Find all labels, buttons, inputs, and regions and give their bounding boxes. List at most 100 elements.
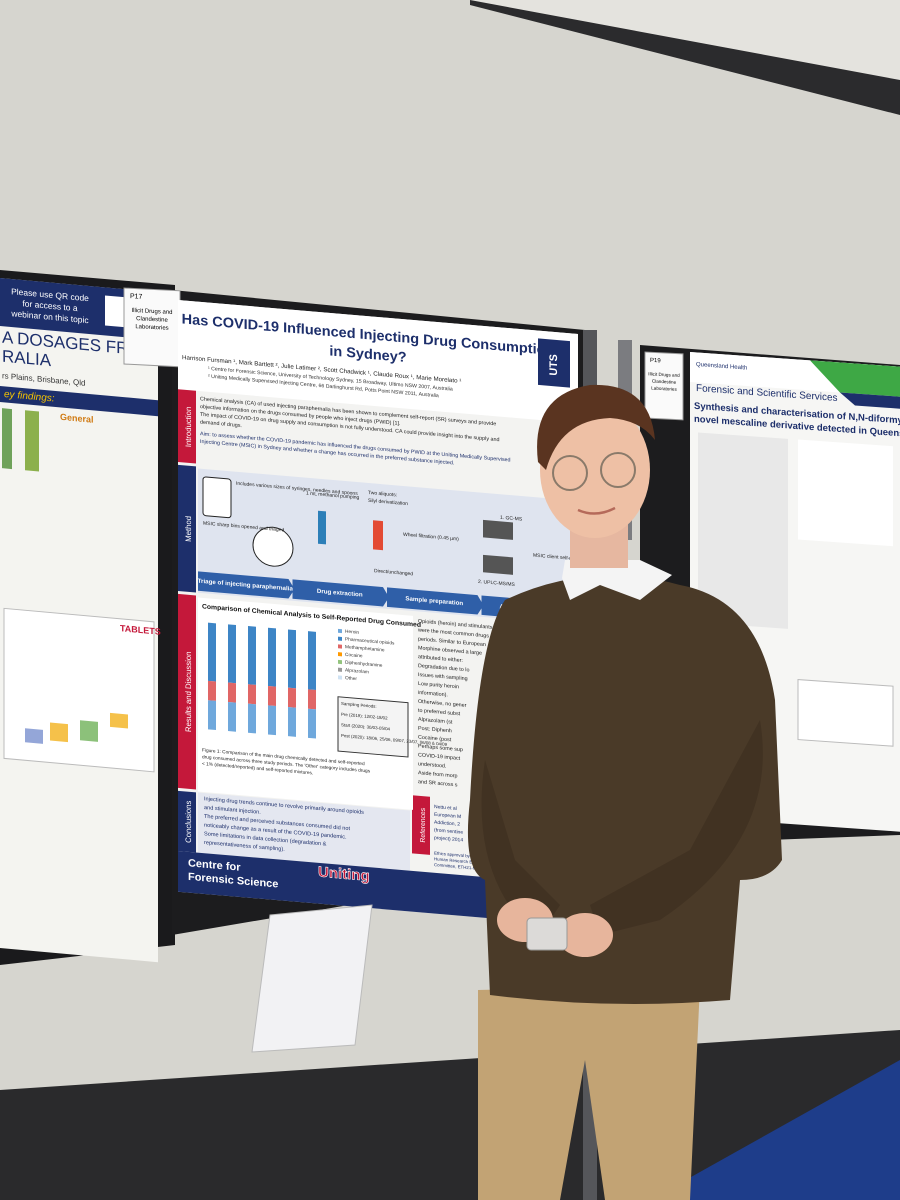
person — [467, 384, 782, 1200]
tag-sheet — [644, 351, 684, 421]
vial-icon — [373, 520, 383, 551]
section-heading: Conclusions — [184, 800, 193, 843]
legend-swatch — [338, 667, 342, 672]
bar-segment — [268, 685, 276, 707]
bar-segment — [308, 631, 316, 691]
tag-note: Illicit Drugs and — [648, 371, 680, 378]
bar-segment — [228, 624, 236, 684]
box — [110, 712, 128, 729]
tag-number: P17 — [130, 293, 143, 301]
text-line: COVID-19 impact — [418, 752, 461, 762]
box — [50, 722, 68, 743]
bar-segment — [228, 701, 236, 732]
method-note: Wheel filtration (0.45 µm) — [403, 532, 459, 543]
footer-logo: Centre for — [188, 857, 241, 873]
text-line: Ethics approval by UTS — [434, 851, 480, 860]
glasses — [600, 452, 636, 488]
legend-swatch — [338, 644, 342, 649]
qr-code — [105, 295, 127, 328]
header-accent — [810, 360, 900, 397]
section-bar — [0, 386, 158, 417]
section-bar — [178, 593, 196, 790]
step-arrow — [387, 587, 484, 615]
section-bar — [178, 464, 196, 593]
method-note: MSIC client self-report — [533, 553, 583, 563]
shirt-collar — [562, 560, 672, 600]
stacked-bars-figure — [208, 622, 316, 739]
text-line: Committee, ETH21-677 — [434, 862, 481, 871]
figure-panel — [698, 432, 788, 629]
method-note: 1 mL methanol pumping — [306, 491, 360, 501]
header: Queensland Health — [696, 362, 747, 372]
figure-bar — [2, 408, 12, 470]
left-poster: Please use QR code for access to a webin… — [0, 278, 161, 963]
step-arrow — [198, 571, 295, 599]
text-line: to preferred subst — [418, 708, 461, 718]
text-line: demand of drugs. — [200, 420, 242, 429]
conclusion-line: and stimulant injection. — [204, 805, 261, 816]
tag-note: Laboratories — [135, 324, 168, 332]
bar-segment — [248, 703, 256, 734]
right-poster: Queensland Health Forensic and Scientifi… — [690, 352, 900, 832]
text-line: Otherwise, no gener — [418, 699, 467, 709]
legend-label: Heroin — [345, 629, 359, 636]
bar-segment — [288, 707, 296, 737]
section-bar — [178, 790, 196, 853]
sleeve — [590, 720, 763, 935]
bar-segment — [208, 622, 216, 682]
header-accent — [840, 392, 900, 409]
legend-label: Cocaine — [345, 652, 363, 659]
footer-logo: Uniting — [318, 865, 370, 885]
handout — [251, 904, 373, 1053]
legend-label: Other — [345, 675, 357, 682]
face — [540, 402, 650, 538]
text-line: information). — [418, 690, 448, 698]
text-line: Cocaine (post — [418, 735, 452, 744]
instrument-icon — [483, 519, 513, 540]
sleeve — [481, 760, 560, 935]
bar-segment — [288, 687, 296, 708]
step-arrow — [292, 579, 389, 607]
logo-text: UTS — [548, 354, 560, 376]
section-heading: References — [420, 807, 427, 843]
box — [25, 728, 43, 744]
step-label: Drug extraction — [317, 588, 363, 599]
text-line: Start (2020): 30/03-05/04 — [341, 722, 391, 731]
center-poster: Has COVID-19 Influenced Injecting Drug C… — [178, 300, 583, 926]
bar-segment — [208, 700, 216, 731]
text-line: understood. — [418, 761, 446, 769]
legend-label: Alprazolam — [345, 667, 369, 675]
syringe-icon — [252, 526, 294, 567]
hand — [557, 913, 613, 957]
text-line: Perhaps some sup — [418, 743, 463, 753]
text-line: Post: Diphenh — [418, 726, 452, 735]
text-line: Sampling Periods: — [341, 701, 377, 709]
mouth — [577, 506, 616, 515]
uts-logo — [538, 338, 570, 388]
method-note: Direct/unchanged — [374, 568, 413, 577]
text-line: attributed to either: — [418, 654, 463, 664]
legend-label: Methamphetamine — [345, 644, 385, 653]
tag-card: P17 Illicit Drugs and Clandestine Labora… — [123, 287, 181, 368]
tag-note: Laboratories — [651, 386, 677, 392]
text-line: were the most common drugs — [418, 627, 489, 639]
step-label: Sample preparation — [405, 595, 463, 607]
section-heading: Method — [184, 516, 193, 543]
legend-swatch — [338, 628, 342, 634]
text-line: Nettu et al — [434, 804, 457, 812]
text-line: and SR across s — [418, 779, 458, 788]
glasses — [552, 455, 588, 491]
poster-title: in Sydney? — [329, 344, 406, 366]
carpet — [650, 1060, 900, 1200]
poster-header — [178, 300, 578, 424]
text-line: Morphine observed a large — [418, 645, 482, 656]
tag-note: Clandestine — [136, 316, 168, 324]
text-line: Aside from morp — [418, 770, 458, 779]
tag-card: P19 Illicit Drugs and Clandestine Labora… — [644, 351, 684, 421]
text-line: (from sentine — [434, 827, 463, 835]
sample-jar — [526, 917, 568, 951]
ceiling — [0, 0, 900, 110]
text-line: project) 2014 — [434, 835, 463, 843]
